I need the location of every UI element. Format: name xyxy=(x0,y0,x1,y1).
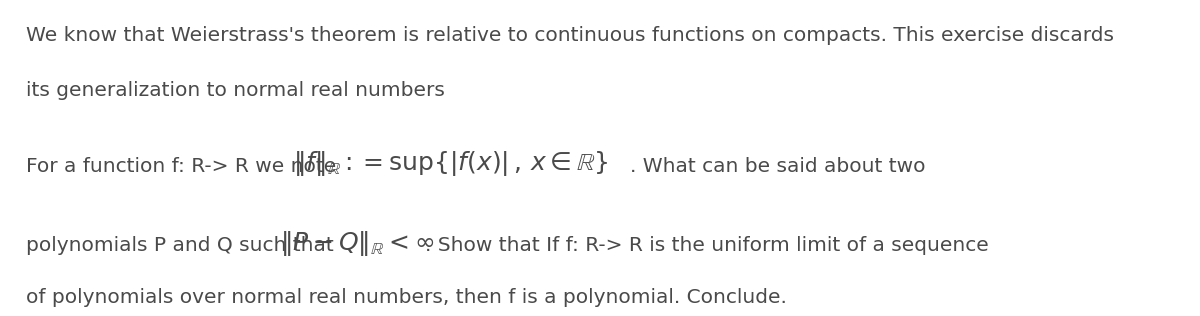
Text: of polynomials over normal real numbers, then f is a polynomial. Conclude.: of polynomials over normal real numbers,… xyxy=(26,289,787,307)
Text: $\|f\|_{\mathbb{R}} := \sup\left\{|f(x)|\,,\, x \in \mathbb{R}\right\}$: $\|f\|_{\mathbb{R}} := \sup\left\{|f(x)|… xyxy=(293,149,608,178)
Text: For a function f: R-> R we note: For a function f: R-> R we note xyxy=(26,157,337,176)
Text: $\|P - Q\|_{\mathbb{R}} < \infty$: $\|P - Q\|_{\mathbb{R}} < \infty$ xyxy=(280,229,434,258)
Text: . What can be said about two: . What can be said about two xyxy=(630,157,926,176)
Text: polynomials P and Q such that: polynomials P and Q such that xyxy=(26,236,335,256)
Text: We know that Weierstrass's theorem is relative to continuous functions on compac: We know that Weierstrass's theorem is re… xyxy=(26,26,1115,45)
Text: . Show that If f: R-> R is the uniform limit of a sequence: . Show that If f: R-> R is the uniform l… xyxy=(425,236,989,256)
Text: its generalization to normal real numbers: its generalization to normal real number… xyxy=(26,81,445,100)
